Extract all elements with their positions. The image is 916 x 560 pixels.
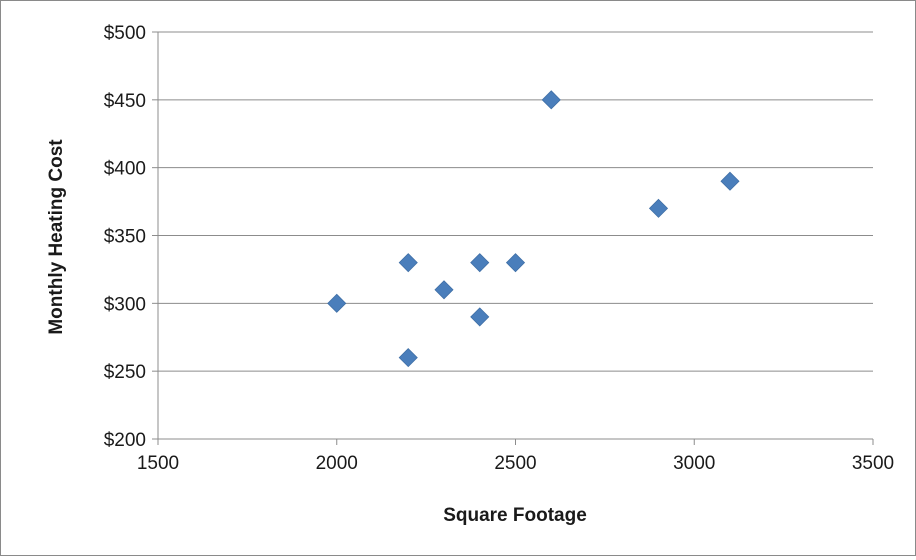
y-tick-label: $350 <box>104 227 146 248</box>
data-point <box>720 171 740 191</box>
data-point <box>398 348 418 368</box>
data-points <box>327 90 740 368</box>
y-tick-label: $250 <box>104 362 146 383</box>
y-axis-title: Monthly Heating Cost <box>46 139 67 335</box>
data-point <box>327 293 347 313</box>
data-point <box>470 307 490 327</box>
x-tick-label: 3000 <box>673 453 715 474</box>
gridlines <box>158 31 873 372</box>
data-point <box>398 253 418 273</box>
x-tick-label: 2000 <box>316 453 358 474</box>
x-axis-title: Square Footage <box>443 505 587 526</box>
tick-labels: $200 $250 $300 $350 $400 $450 $500 1500 2000 2500… <box>104 23 894 474</box>
x-tick-label: 1500 <box>137 453 179 474</box>
y-tick-label: $200 <box>104 430 146 451</box>
x-tick-label: 2500 <box>494 453 536 474</box>
x-tick-label: 3500 <box>852 453 894 474</box>
data-point <box>541 90 561 110</box>
axes <box>152 31 874 445</box>
data-point <box>470 253 490 273</box>
y-tick-label: $500 <box>104 23 146 44</box>
data-point <box>648 198 669 218</box>
y-tick-label: $300 <box>104 294 146 315</box>
y-tick-label: $400 <box>104 159 146 180</box>
data-point <box>434 280 454 300</box>
y-tick-label: $450 <box>104 91 146 112</box>
data-point <box>505 253 526 273</box>
